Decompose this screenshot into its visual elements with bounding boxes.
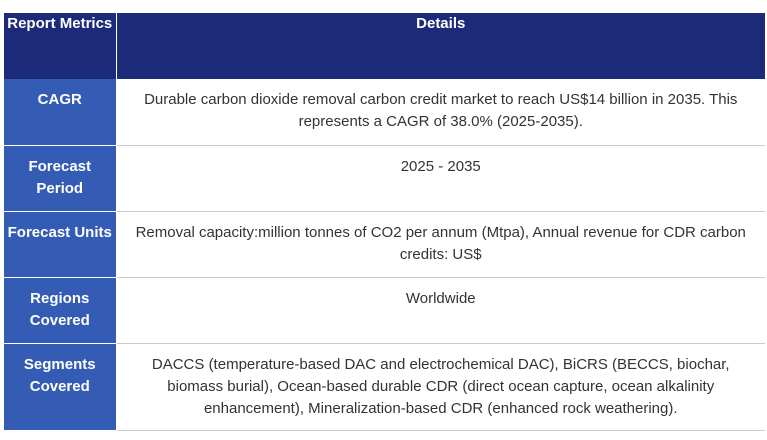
table-row-regions-covered: Regions Covered Worldwide: [4, 277, 765, 344]
table-row-segments-covered: Segments Covered DACCS (temperature-base…: [4, 343, 765, 431]
detail-forecast-units: Removal capacity:million tonnes of CO2 p…: [116, 211, 765, 278]
detail-regions-covered: Worldwide: [116, 277, 765, 344]
header-report-metrics: Report Metrics: [4, 13, 117, 79]
metric-regions-covered: Regions Covered: [4, 277, 117, 344]
table-header-row: Report Metrics Details: [4, 13, 765, 79]
table-row-forecast-period: Forecast Period 2025 - 2035: [4, 145, 765, 212]
report-metrics-table: Report Metrics Details CAGR Durable carb…: [4, 13, 765, 431]
detail-segments-covered: DACCS (temperature-based DAC and electro…: [116, 343, 765, 431]
table-row-forecast-units: Forecast Units Removal capacity:million …: [4, 211, 765, 278]
header-details: Details: [116, 13, 765, 79]
metric-forecast-period: Forecast Period: [4, 145, 117, 212]
metric-forecast-units: Forecast Units: [4, 211, 117, 278]
table-row-cagr: CAGR Durable carbon dioxide removal carb…: [4, 79, 765, 146]
metric-cagr: CAGR: [4, 79, 117, 146]
detail-forecast-period: 2025 - 2035: [116, 145, 765, 212]
metric-segments-covered: Segments Covered: [4, 343, 117, 431]
detail-cagr: Durable carbon dioxide removal carbon cr…: [116, 79, 765, 146]
